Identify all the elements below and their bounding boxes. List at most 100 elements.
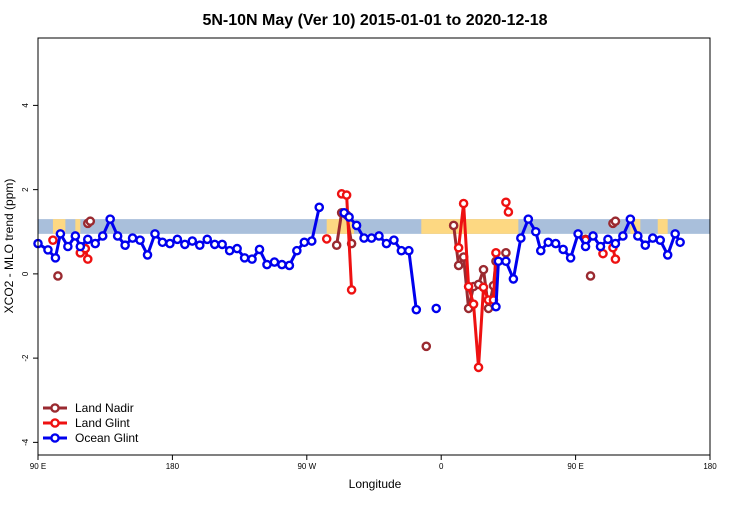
series-1-point-4-3 bbox=[468, 299, 479, 310]
series-0-point-5-0 bbox=[501, 248, 511, 258]
series-2-point-0-32 bbox=[269, 257, 280, 267]
x-tick-label-4: 90 E bbox=[567, 462, 583, 471]
series-2-point-0-12 bbox=[120, 240, 130, 251]
series-2-point-0-11 bbox=[112, 231, 123, 241]
series-2-point-3-25 bbox=[670, 229, 680, 239]
series-0-point-4-1 bbox=[453, 260, 464, 271]
series-0-point-7-0 bbox=[585, 271, 596, 281]
series-2-point-0-3 bbox=[55, 229, 66, 239]
land-band-5 bbox=[657, 219, 668, 234]
series-2-point-1-9 bbox=[404, 245, 414, 256]
series-2-point-1-7 bbox=[389, 235, 399, 245]
series-2-point-0-14 bbox=[135, 235, 145, 245]
series-2-point-3-1 bbox=[493, 256, 504, 267]
series-layer bbox=[33, 189, 685, 373]
series-2-point-3-15 bbox=[595, 241, 606, 252]
series-2-point-0-25 bbox=[217, 239, 227, 250]
y-tick-label-3: 2 bbox=[21, 187, 30, 192]
land-band-1 bbox=[75, 219, 81, 234]
series-2-point-3-16 bbox=[603, 234, 613, 245]
series-2-point-3-19 bbox=[625, 214, 636, 224]
series-0-point-4-6 bbox=[478, 264, 489, 275]
series-2-point-0-30 bbox=[254, 244, 265, 255]
land-band-4 bbox=[630, 219, 641, 234]
series-2-point-1-6 bbox=[381, 238, 392, 249]
series-2-point-0-2 bbox=[50, 253, 61, 263]
series-2-point-3-22 bbox=[647, 233, 658, 243]
series-2-point-0-18 bbox=[165, 238, 175, 249]
series-2-point-0-21 bbox=[187, 236, 198, 246]
series-2-point-0-10 bbox=[105, 214, 115, 224]
land-band-3 bbox=[421, 219, 519, 234]
series-2-point-3-14 bbox=[588, 231, 598, 241]
series-2-point-0-35 bbox=[292, 245, 302, 256]
series-2 bbox=[33, 202, 685, 315]
series-2-point-0-29 bbox=[247, 254, 257, 264]
x-axis-label: Longitude bbox=[349, 477, 402, 491]
series-0-point-3-0 bbox=[421, 341, 432, 352]
legend-marker-0 bbox=[50, 403, 60, 413]
series-2-point-0-6 bbox=[75, 241, 86, 252]
series-2-point-0-9 bbox=[97, 231, 108, 241]
y-tick-layer: -4 -2 0 2 4 bbox=[21, 103, 38, 446]
legend-label-2: Ocean Glint bbox=[75, 431, 139, 445]
series-2-point-0-19 bbox=[172, 234, 183, 245]
series-2-point-1-4 bbox=[366, 233, 377, 243]
series-2-point-3-3 bbox=[508, 274, 519, 284]
legend-marker-1 bbox=[50, 418, 60, 428]
series-0-point-4-0 bbox=[448, 220, 459, 231]
series-2-point-3-0 bbox=[491, 301, 501, 312]
series-1-point-3-1 bbox=[341, 190, 352, 200]
series-0-point-8-1 bbox=[610, 216, 621, 227]
x-tick-label-1: 180 bbox=[166, 462, 180, 471]
series-1-point-3-2 bbox=[346, 285, 357, 295]
series-2-point-0-38 bbox=[314, 202, 325, 213]
series-0-point-1-1 bbox=[85, 216, 96, 227]
series-2-point-1-8 bbox=[396, 245, 407, 256]
series-2-point-1-2 bbox=[351, 220, 362, 231]
series-2-point-3-2 bbox=[501, 256, 511, 267]
series-1-point-4-8 bbox=[491, 248, 501, 258]
series-1-point-2-0 bbox=[321, 234, 332, 244]
series-1-point-5-0 bbox=[501, 197, 511, 208]
x-tick-layer: 90 E 180 90 W 0 90 E 180 bbox=[30, 455, 717, 471]
series-2-point-0-22 bbox=[194, 240, 205, 251]
series-2-point-0-1 bbox=[43, 245, 53, 255]
series-2-point-0-23 bbox=[202, 234, 213, 245]
legend-label-0: Land Nadir bbox=[75, 401, 134, 415]
series-2-point-3-6 bbox=[530, 226, 541, 237]
series-2-point-0-26 bbox=[224, 245, 235, 256]
series-2-point-3-10 bbox=[558, 244, 568, 255]
series-2-point-3-17 bbox=[610, 238, 621, 249]
series-2-point-3-20 bbox=[633, 231, 643, 241]
series-0-point-0-0 bbox=[53, 271, 63, 281]
series-2-point-0-24 bbox=[209, 239, 220, 250]
series-2-point-0-37 bbox=[306, 236, 317, 246]
y-tick-label-1: -2 bbox=[21, 354, 30, 362]
series-2-point-3-4 bbox=[516, 233, 526, 243]
series-2-point-3-9 bbox=[550, 238, 561, 249]
series-1 bbox=[48, 189, 621, 373]
series-2-point-3-21 bbox=[640, 240, 651, 251]
series-1-point-4-0 bbox=[453, 242, 464, 253]
series-2-point-1-10 bbox=[411, 304, 422, 315]
series-2-point-0-36 bbox=[299, 237, 310, 248]
x-tick-label-3: 0 bbox=[439, 462, 444, 471]
series-2-point-0-4 bbox=[63, 241, 73, 252]
series-2-point-1-1 bbox=[344, 212, 354, 222]
series-2-point-0-5 bbox=[70, 231, 81, 241]
series-2-point-3-7 bbox=[535, 245, 546, 256]
series-2-point-3-8 bbox=[543, 237, 554, 248]
series-2-point-0-34 bbox=[284, 260, 295, 271]
series-2-point-0-7 bbox=[82, 234, 93, 245]
series-2-point-3-18 bbox=[618, 231, 628, 241]
series-2-point-2-0 bbox=[431, 303, 442, 314]
legend-marker-2 bbox=[50, 433, 60, 443]
series-2-point-3-13 bbox=[580, 241, 591, 252]
series-2-point-0-33 bbox=[277, 259, 287, 270]
series-1-point-8-1 bbox=[610, 254, 621, 264]
x-tick-label-0: 90 E bbox=[30, 462, 46, 471]
series-2-point-3-24 bbox=[662, 250, 673, 260]
